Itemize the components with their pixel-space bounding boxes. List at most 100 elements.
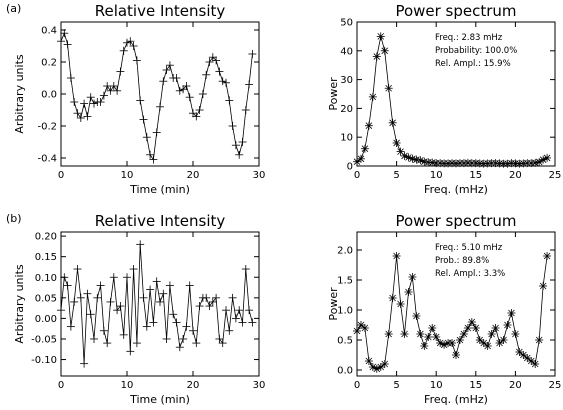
marker-stroke	[531, 159, 539, 167]
x-tick-label: 25	[549, 380, 562, 391]
x-tick-label: 20	[187, 380, 200, 391]
data-point	[96, 281, 105, 290]
marker-stroke	[361, 324, 369, 332]
x-axis-label: Time (min)	[129, 183, 190, 196]
data-point	[408, 273, 417, 281]
data-point	[162, 334, 171, 343]
marker-stroke	[539, 282, 547, 290]
marker-stroke	[413, 156, 420, 163]
data-point	[241, 265, 250, 274]
marker-stroke	[484, 342, 491, 350]
marker-stroke	[417, 156, 424, 164]
chart-title: Relative Intensity	[95, 2, 226, 20]
data-point	[179, 85, 188, 94]
marker-stroke	[389, 119, 396, 127]
data-point	[248, 50, 257, 58]
data-point	[483, 342, 492, 350]
data-point	[205, 302, 214, 311]
data-point	[132, 339, 141, 348]
data-point	[384, 84, 393, 93]
x-axis-label: Time (min)	[129, 393, 190, 406]
marker-stroke	[381, 360, 389, 368]
marker-stroke	[464, 324, 472, 332]
marker-stroke	[452, 351, 460, 359]
data-point	[86, 93, 95, 102]
x-tick-label: 10	[121, 170, 134, 181]
marker-stroke	[401, 330, 408, 338]
marker-stroke	[385, 84, 392, 92]
data-point	[487, 330, 496, 338]
chart-title: Power spectrum	[395, 212, 516, 230]
y-tick-label: -0.10	[31, 355, 57, 366]
data-point	[182, 82, 191, 90]
data-point	[80, 99, 89, 108]
data-point	[491, 324, 500, 332]
y-axis-label: Arbitrary units	[13, 54, 26, 134]
y-tick-label: 20	[340, 104, 353, 115]
data-point	[479, 339, 488, 347]
data-point	[172, 74, 181, 82]
data-point	[507, 309, 516, 317]
chart-panel: Power spectrum 0 5 10 15 20 25 0.0 0.5 1.0 1.5 2.0 F…	[327, 212, 561, 406]
marker-stroke	[361, 145, 369, 153]
marker-stroke	[527, 357, 535, 365]
data-point	[185, 281, 194, 290]
data-point	[149, 155, 158, 164]
marker-stroke	[468, 318, 476, 326]
annotation-text: Freq.: 2.83 mHz	[435, 33, 503, 43]
y-tick-label: 30	[340, 75, 353, 86]
marker-stroke	[520, 351, 527, 359]
data-point	[428, 158, 437, 167]
data-point	[113, 306, 122, 315]
data-point	[80, 359, 89, 368]
data-point	[149, 318, 158, 327]
data-point	[503, 321, 512, 329]
data-point	[225, 326, 234, 335]
data-point	[109, 82, 118, 90]
data-point	[136, 240, 145, 249]
data-point	[136, 96, 145, 105]
data-point	[463, 324, 472, 332]
x-tick-label: 0	[58, 170, 64, 181]
data-point	[412, 312, 421, 320]
data-point	[90, 99, 98, 108]
data-point	[76, 293, 85, 302]
data-point	[195, 106, 204, 114]
data-point	[63, 281, 72, 290]
y-tick-label: 50	[340, 18, 353, 29]
data-point	[205, 58, 214, 66]
data-point	[202, 293, 211, 302]
annotation-text: Rel. Ampl.: 3.3%	[435, 269, 505, 279]
x-tick-label: 0	[354, 170, 360, 181]
y-axis-label: Power	[327, 77, 340, 111]
data-point	[198, 90, 207, 98]
x-axis-label: Freq. (mHz)	[424, 393, 488, 406]
data-point	[452, 351, 460, 359]
data-point	[60, 273, 69, 282]
marker-stroke	[543, 154, 551, 162]
data-point	[76, 114, 85, 122]
data-point	[420, 342, 429, 350]
data-point	[169, 310, 178, 319]
marker-stroke	[424, 333, 432, 341]
marker-stroke	[365, 122, 373, 129]
marker-stroke	[393, 139, 400, 147]
x-tick-label: 20	[509, 170, 522, 181]
y-tick-label: 0.15	[35, 252, 57, 263]
marker-stroke	[365, 357, 373, 365]
data-point	[356, 154, 365, 163]
data-point	[103, 339, 112, 348]
data-point	[63, 40, 72, 49]
data-point	[360, 144, 369, 153]
data-point	[499, 336, 508, 344]
data-point	[73, 109, 82, 118]
data-point	[146, 285, 155, 294]
y-tick-label: 0.00	[35, 314, 57, 325]
data-point	[83, 289, 92, 298]
data-point	[86, 310, 95, 319]
marker-stroke	[432, 333, 440, 341]
data-point	[172, 318, 181, 327]
data-point	[99, 326, 108, 335]
data-point	[539, 282, 548, 290]
x-tick-label: 5	[393, 380, 399, 391]
